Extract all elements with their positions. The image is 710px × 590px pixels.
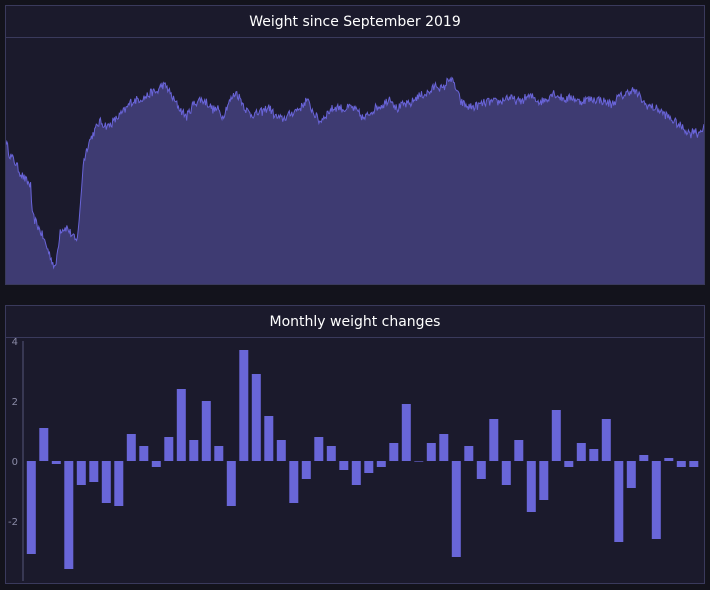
monthly-change-bar [76, 461, 86, 485]
monthly-change-bar [626, 461, 636, 488]
monthly-change-bar [576, 443, 586, 461]
monthly-change-bar [526, 461, 536, 512]
monthly-change-bar [601, 419, 611, 461]
monthly-change-bar [39, 428, 49, 461]
monthly-change-bar [639, 455, 649, 461]
monthly-change-bar [26, 461, 36, 554]
weight-chart-title: Weight since September 2019 [6, 6, 704, 38]
monthly-change-bar [551, 410, 561, 461]
monthly-change-bar [51, 461, 61, 464]
monthly-change-bar [264, 416, 274, 461]
monthly-change-bar [251, 374, 261, 461]
monthly-change-bar [301, 461, 311, 479]
monthly-change-bar [364, 461, 374, 473]
monthly-change-bar [439, 434, 449, 461]
monthly-change-bar [226, 461, 236, 506]
monthly-change-bar [201, 401, 211, 461]
monthly-change-bar [376, 461, 386, 467]
monthly-change-bar [89, 461, 99, 482]
monthly-change-bar [464, 446, 474, 461]
monthly-change-bar [289, 461, 299, 503]
monthly-change-bar [339, 461, 349, 470]
y-tick-label: 2 [12, 397, 18, 408]
monthly-change-bar [451, 461, 461, 557]
weight-area-chart [6, 76, 704, 284]
monthly-change-bar [351, 461, 361, 485]
monthly-change-bar [326, 446, 336, 461]
monthly-changes-title: Monthly weight changes [6, 306, 704, 338]
monthly-change-bar [276, 440, 286, 461]
weight-area-fill [6, 77, 704, 284]
monthly-change-bar [476, 461, 486, 479]
monthly-change-bar [389, 443, 399, 461]
y-tick-label: 0 [12, 457, 18, 468]
monthly-change-bar [126, 434, 136, 461]
monthly-change-bar [239, 350, 249, 461]
monthly-change-bar [514, 440, 524, 461]
weight-chart-panel: Weight since September 2019 [5, 5, 705, 285]
monthly-change-bar [151, 461, 161, 467]
monthly-change-bar [414, 461, 424, 462]
monthly-change-bar [101, 461, 111, 503]
monthly-change-bar [164, 437, 174, 461]
monthly-change-bar [214, 446, 224, 461]
monthly-change-bar [689, 461, 699, 467]
monthly-change-bar [651, 461, 661, 539]
y-tick-label: 4 [12, 338, 18, 348]
monthly-change-bar [614, 461, 624, 542]
monthly-changes-bar-chart: 4 2 0 -2 [8, 338, 699, 581]
monthly-change-bar [64, 461, 74, 569]
monthly-change-bar [489, 419, 499, 461]
monthly-change-bar [426, 443, 436, 461]
monthly-change-bar [139, 446, 149, 461]
monthly-change-bar [314, 437, 324, 461]
y-tick-label: -2 [8, 517, 18, 528]
monthly-change-bar [501, 461, 511, 485]
monthly-change-bar [539, 461, 549, 500]
monthly-changes-panel: Monthly weight changes 4 2 0 -2 [5, 305, 705, 584]
monthly-change-bar [676, 461, 686, 467]
monthly-change-bar [189, 440, 199, 461]
monthly-change-bar [664, 458, 674, 461]
monthly-change-bar [114, 461, 124, 506]
monthly-change-bar [401, 404, 411, 461]
monthly-change-bar [589, 449, 599, 461]
monthly-change-bar [176, 389, 186, 461]
monthly-change-bar [564, 461, 574, 467]
weight-area-line [6, 76, 704, 270]
